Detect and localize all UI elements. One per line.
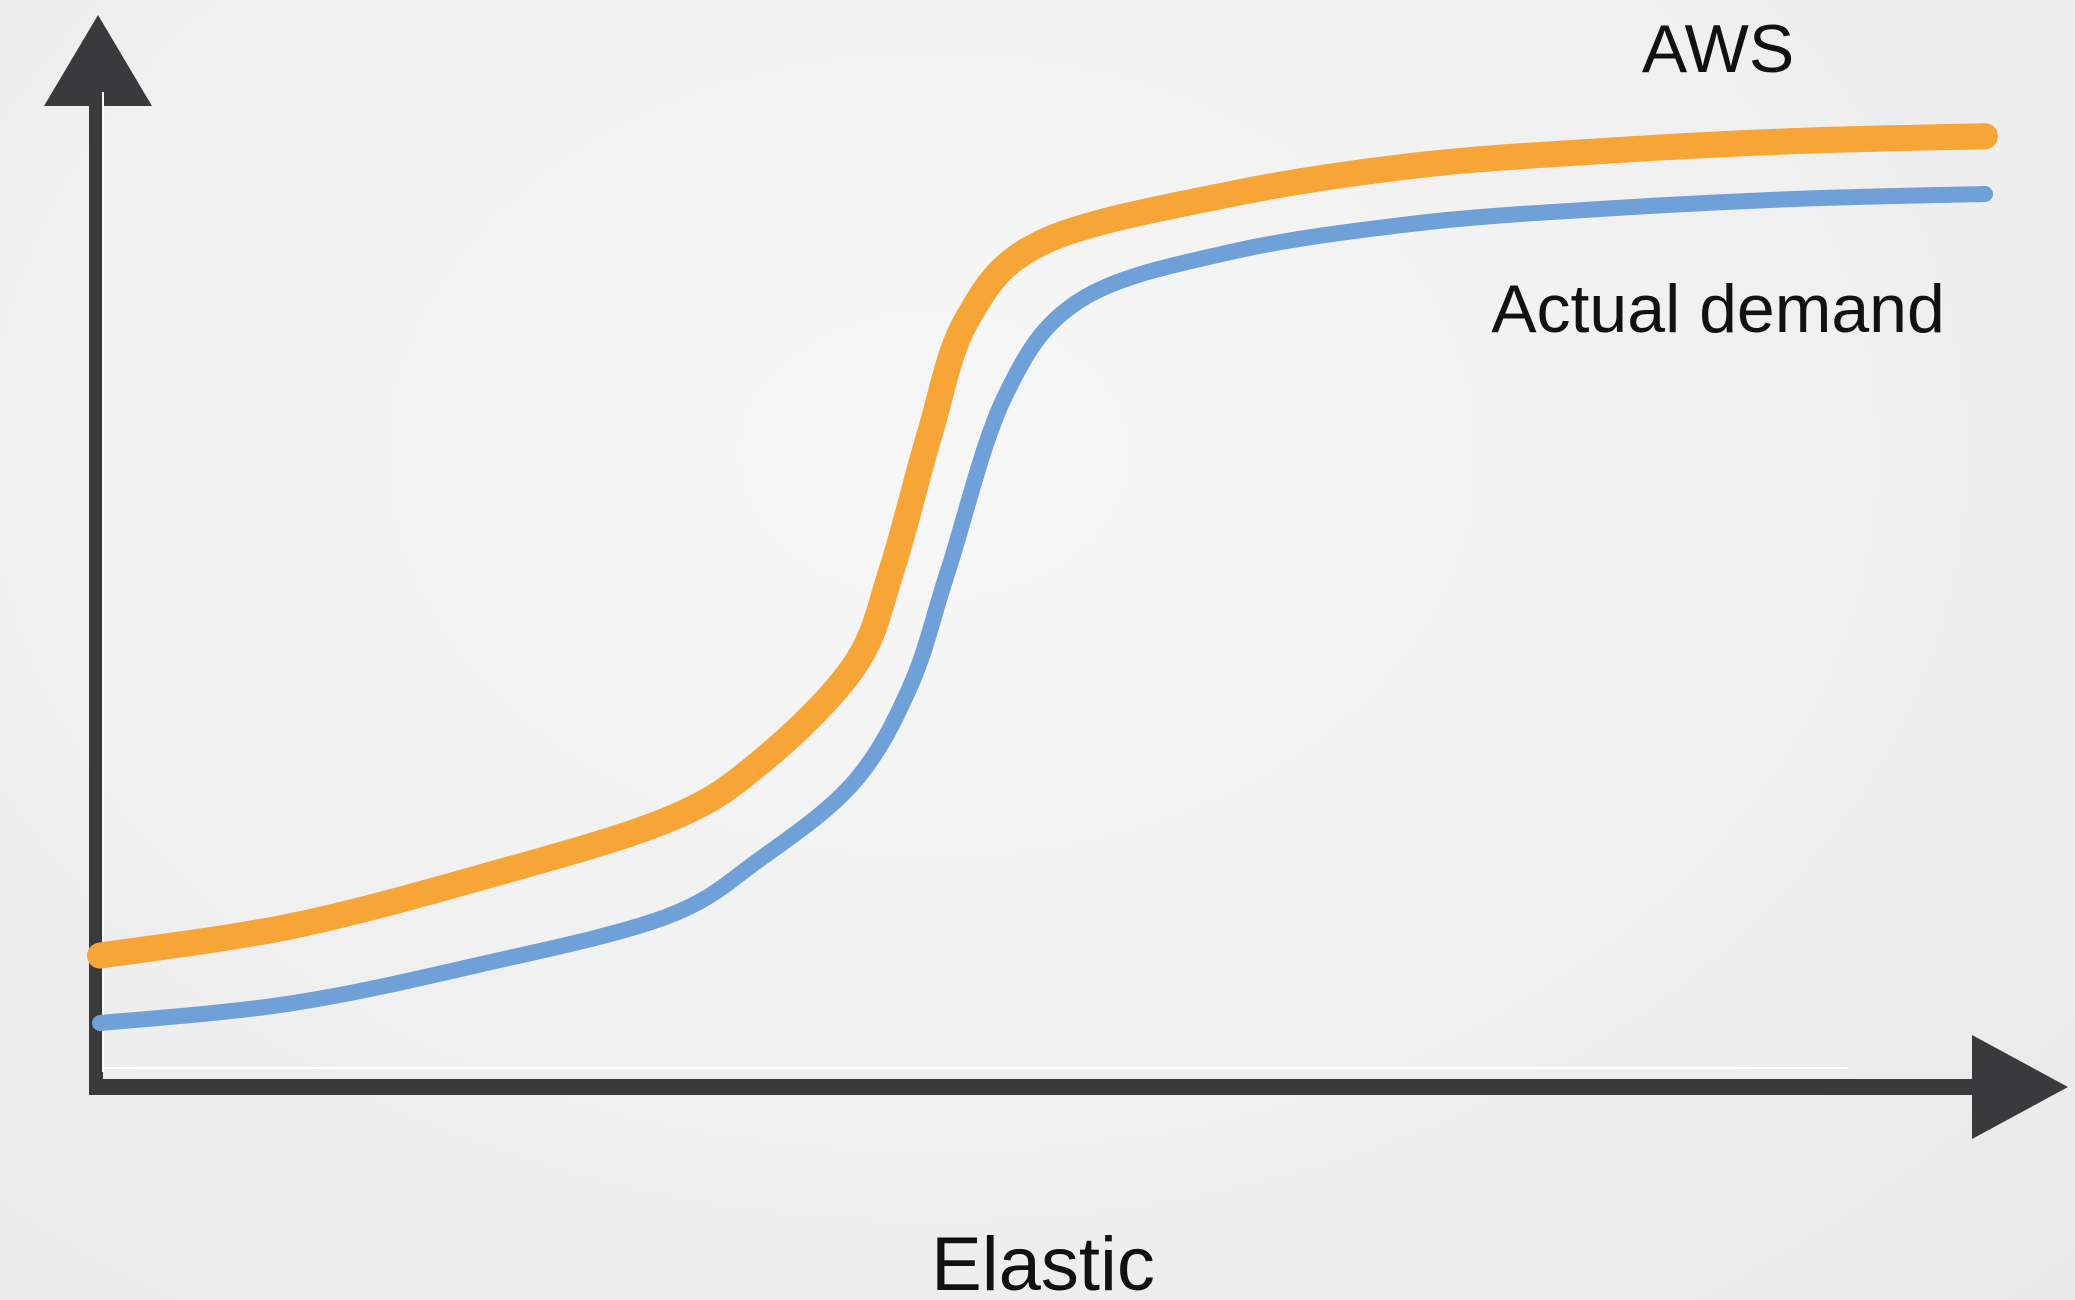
axes xyxy=(44,15,2068,1139)
series-line-aws xyxy=(87,123,1998,969)
chart-caption: Elastic xyxy=(931,1222,1155,1300)
series-label-actual-demand: Actual demand xyxy=(1491,271,1945,347)
series-line-actual-demand xyxy=(92,186,1993,1032)
labels-layer: AWS Actual demand Elastic xyxy=(931,11,1945,1300)
y-axis-arrowhead xyxy=(44,15,152,106)
x-axis-arrowhead xyxy=(1972,1035,2068,1139)
series-label-aws: AWS xyxy=(1642,11,1794,87)
series-layer xyxy=(87,123,1998,1032)
